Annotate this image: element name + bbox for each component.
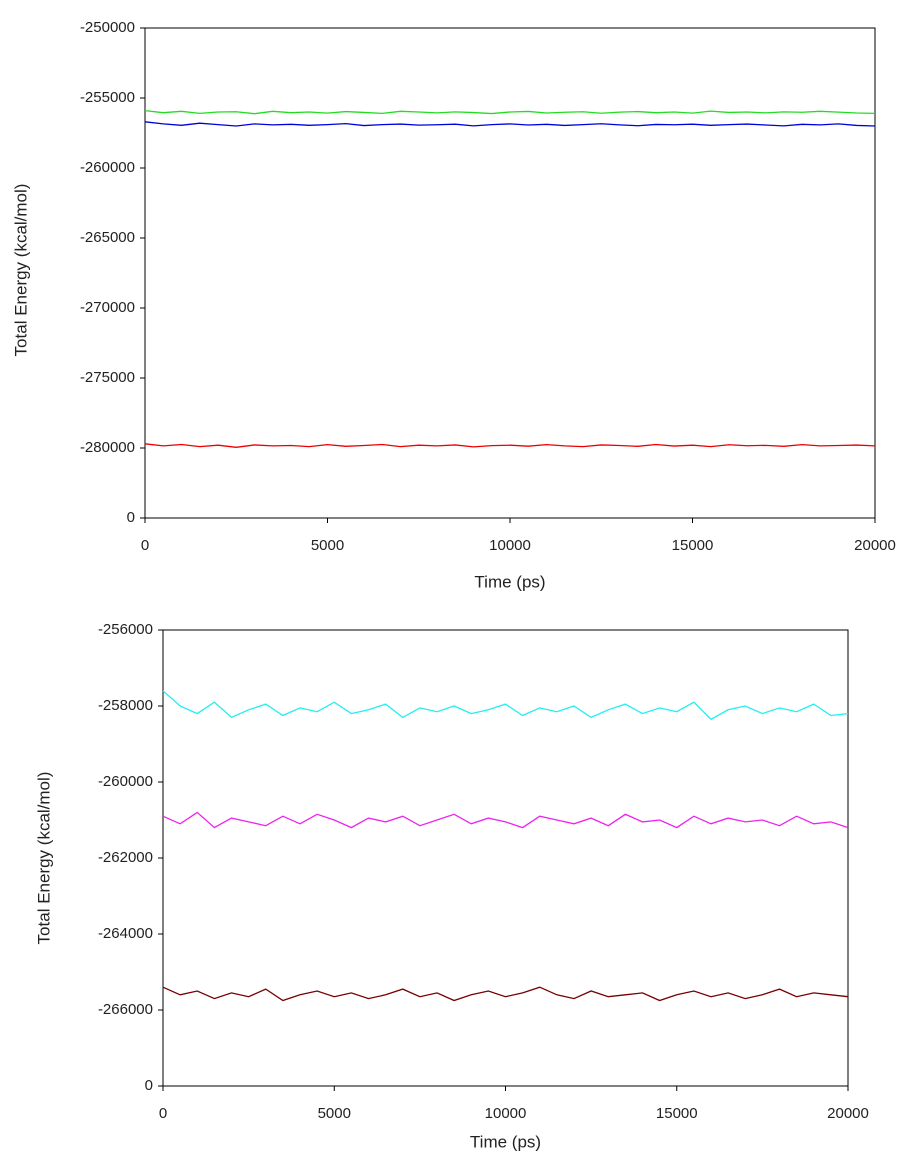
x-tick-label: 5000: [311, 537, 344, 554]
y-tick-label: -275000: [80, 369, 135, 386]
x-tick-label: 10000: [485, 1105, 527, 1122]
y-tick-label: -260000: [98, 773, 153, 790]
y-tick-label: -266000: [98, 1001, 153, 1018]
y-tick-label: -265000: [80, 229, 135, 246]
y-tick-label: -264000: [98, 925, 153, 942]
series-line: [162, 986, 849, 1002]
y-tick-label: -255000: [80, 89, 135, 106]
x-tick-label: 0: [141, 537, 149, 554]
y-tick-label: 0: [127, 509, 135, 526]
x-tick-label: 20000: [827, 1105, 869, 1122]
series-line: [144, 121, 876, 127]
x-axis-label: Time (ps): [470, 1132, 541, 1151]
series-line: [162, 811, 849, 829]
series-line: [144, 109, 876, 115]
y-tick-label: -260000: [80, 159, 135, 176]
x-tick-label: 20000: [854, 537, 896, 554]
x-tick-label: 15000: [656, 1105, 698, 1122]
y-axis-label: Total Energy (kcal/mol): [11, 184, 30, 357]
plot-frame: [162, 629, 849, 1087]
y-tick-label: 0: [145, 1077, 153, 1094]
series-line: [144, 443, 876, 448]
y-tick-label: -258000: [98, 697, 153, 714]
x-tick-label: 15000: [672, 537, 714, 554]
y-tick-label: -250000: [80, 19, 135, 36]
x-tick-label: 5000: [318, 1105, 351, 1122]
y-tick-label: -280000: [80, 439, 135, 456]
series-line: [162, 690, 849, 721]
y-tick-label: -256000: [98, 621, 153, 638]
x-axis-label: Time (ps): [474, 572, 545, 591]
x-tick-label: 0: [159, 1105, 167, 1122]
y-tick-label: -262000: [98, 849, 153, 866]
x-tick-label: 10000: [489, 537, 531, 554]
y-axis-label: Total Energy (kcal/mol): [34, 772, 53, 945]
y-tick-label: -270000: [80, 299, 135, 316]
